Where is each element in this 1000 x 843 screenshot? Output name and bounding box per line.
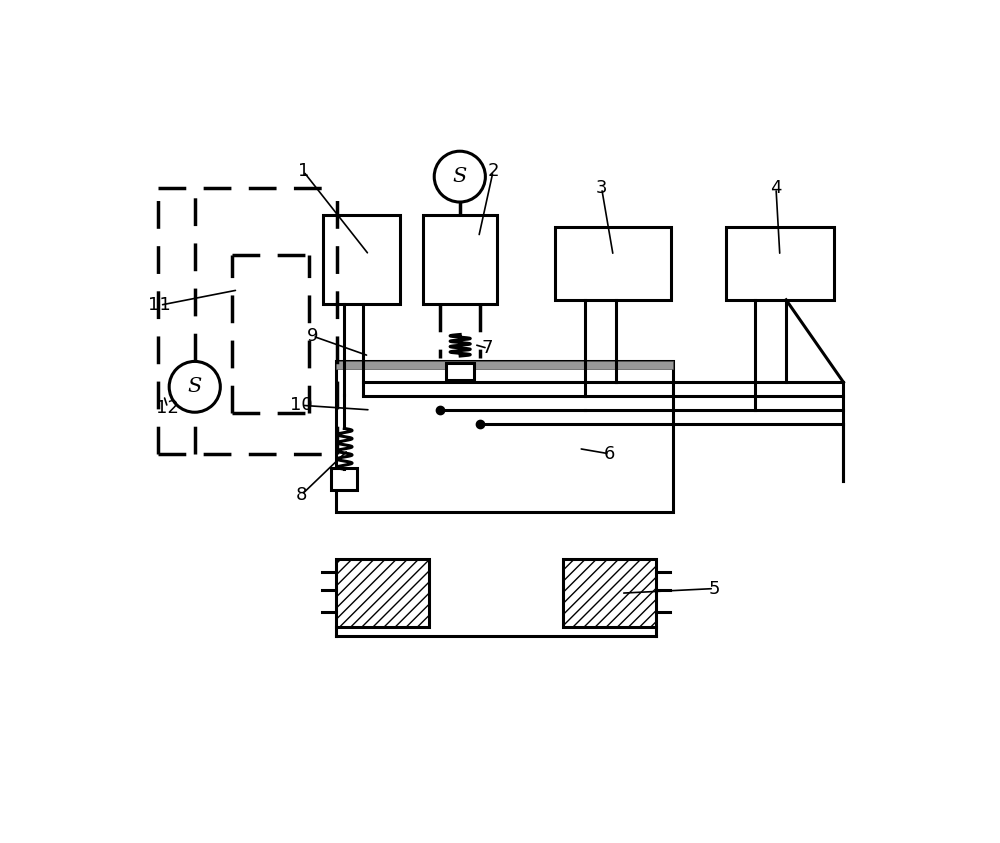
Bar	[336, 362, 673, 512]
Text: 6: 6	[604, 445, 615, 463]
Bar	[423, 215, 497, 303]
Text: 1: 1	[298, 162, 309, 180]
Bar	[331, 469, 357, 490]
Text: 10: 10	[290, 396, 313, 414]
Bar	[323, 215, 400, 303]
Text: S: S	[453, 167, 467, 186]
Text: 3: 3	[596, 180, 607, 197]
Text: 5: 5	[708, 580, 720, 598]
Text: 8: 8	[296, 486, 307, 503]
Bar	[555, 227, 671, 300]
Bar	[726, 227, 834, 300]
Text: 9: 9	[307, 327, 318, 345]
Text: 7: 7	[482, 340, 493, 357]
Text: 4: 4	[770, 180, 782, 197]
Text: S: S	[188, 378, 202, 396]
Text: 11: 11	[148, 296, 171, 314]
Bar	[446, 363, 474, 380]
Text: 12: 12	[156, 399, 179, 416]
Bar	[336, 559, 429, 627]
Bar	[336, 362, 673, 369]
Text: 2: 2	[487, 162, 499, 180]
Bar	[563, 559, 656, 627]
